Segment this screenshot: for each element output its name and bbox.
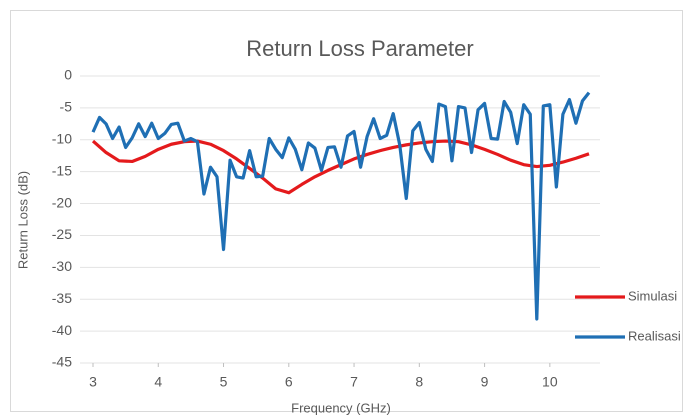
- x-axis-label: Frequency (GHz): [291, 400, 391, 415]
- y-tick-label: 0: [64, 67, 72, 83]
- y-tick-label: -25: [52, 226, 72, 242]
- chart-title: Return Loss Parameter: [246, 36, 473, 61]
- x-tick-label: 10: [542, 374, 558, 390]
- x-tick-label: 4: [154, 374, 162, 390]
- y-tick-label: -5: [60, 99, 73, 115]
- y-tick-label: -10: [52, 130, 72, 146]
- x-tick-label: 8: [415, 374, 423, 390]
- x-tick-label: 6: [285, 374, 293, 390]
- series-line: [91, 91, 591, 321]
- x-tick-label: 3: [89, 374, 97, 390]
- y-tick-label: -35: [52, 290, 72, 306]
- y-tick-label: -30: [52, 258, 72, 274]
- x-tick-label: 7: [350, 374, 358, 390]
- legend-label: Simulasi: [628, 288, 677, 303]
- legend-label: Realisasi: [628, 328, 681, 343]
- y-axis-label: Return Loss (dB): [15, 171, 30, 269]
- y-tick-label: -15: [52, 162, 72, 178]
- chart-frame: [10, 10, 683, 412]
- y-tick-label: -40: [52, 322, 72, 338]
- y-tick-label: -20: [52, 194, 72, 210]
- x-tick-label: 5: [220, 374, 228, 390]
- x-tick-label: 9: [481, 374, 489, 390]
- y-tick-label: -45: [52, 354, 72, 370]
